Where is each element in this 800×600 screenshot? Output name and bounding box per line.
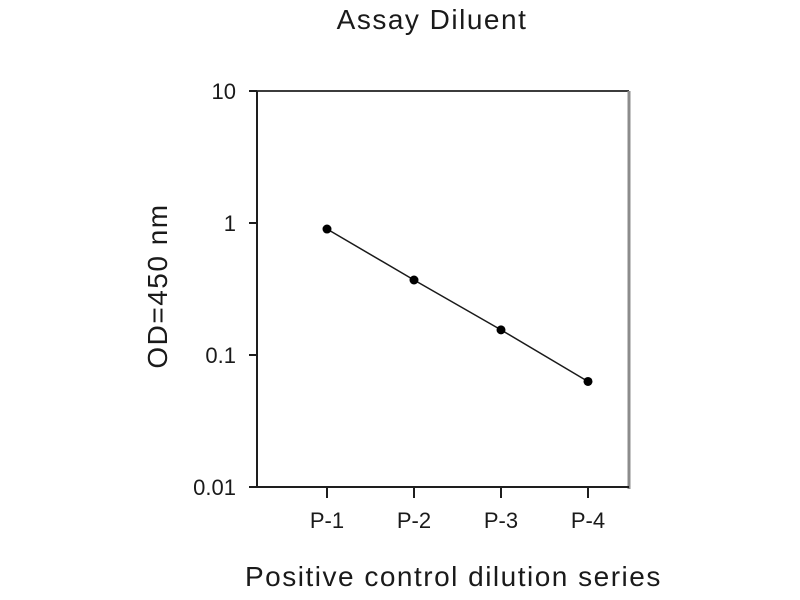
y-tick-label: 0.01 [193, 475, 236, 500]
data-point [583, 376, 593, 386]
x-tick-label: P-3 [484, 508, 518, 533]
y-tick-label: 10 [212, 79, 236, 104]
data-line [326, 228, 589, 383]
y-tick-label: 0.1 [205, 343, 236, 368]
x-tick-label: P-2 [397, 508, 431, 533]
x-tick-label: P-1 [310, 508, 344, 533]
chart-title: Assay Diluent [336, 4, 528, 35]
x-tick-label: P-4 [571, 508, 605, 533]
data-point [496, 325, 506, 335]
data-point [409, 275, 419, 285]
x-axis-title: Positive control dilution series [245, 561, 662, 592]
y-tick-label: 1 [224, 211, 236, 236]
data-point [322, 224, 332, 234]
